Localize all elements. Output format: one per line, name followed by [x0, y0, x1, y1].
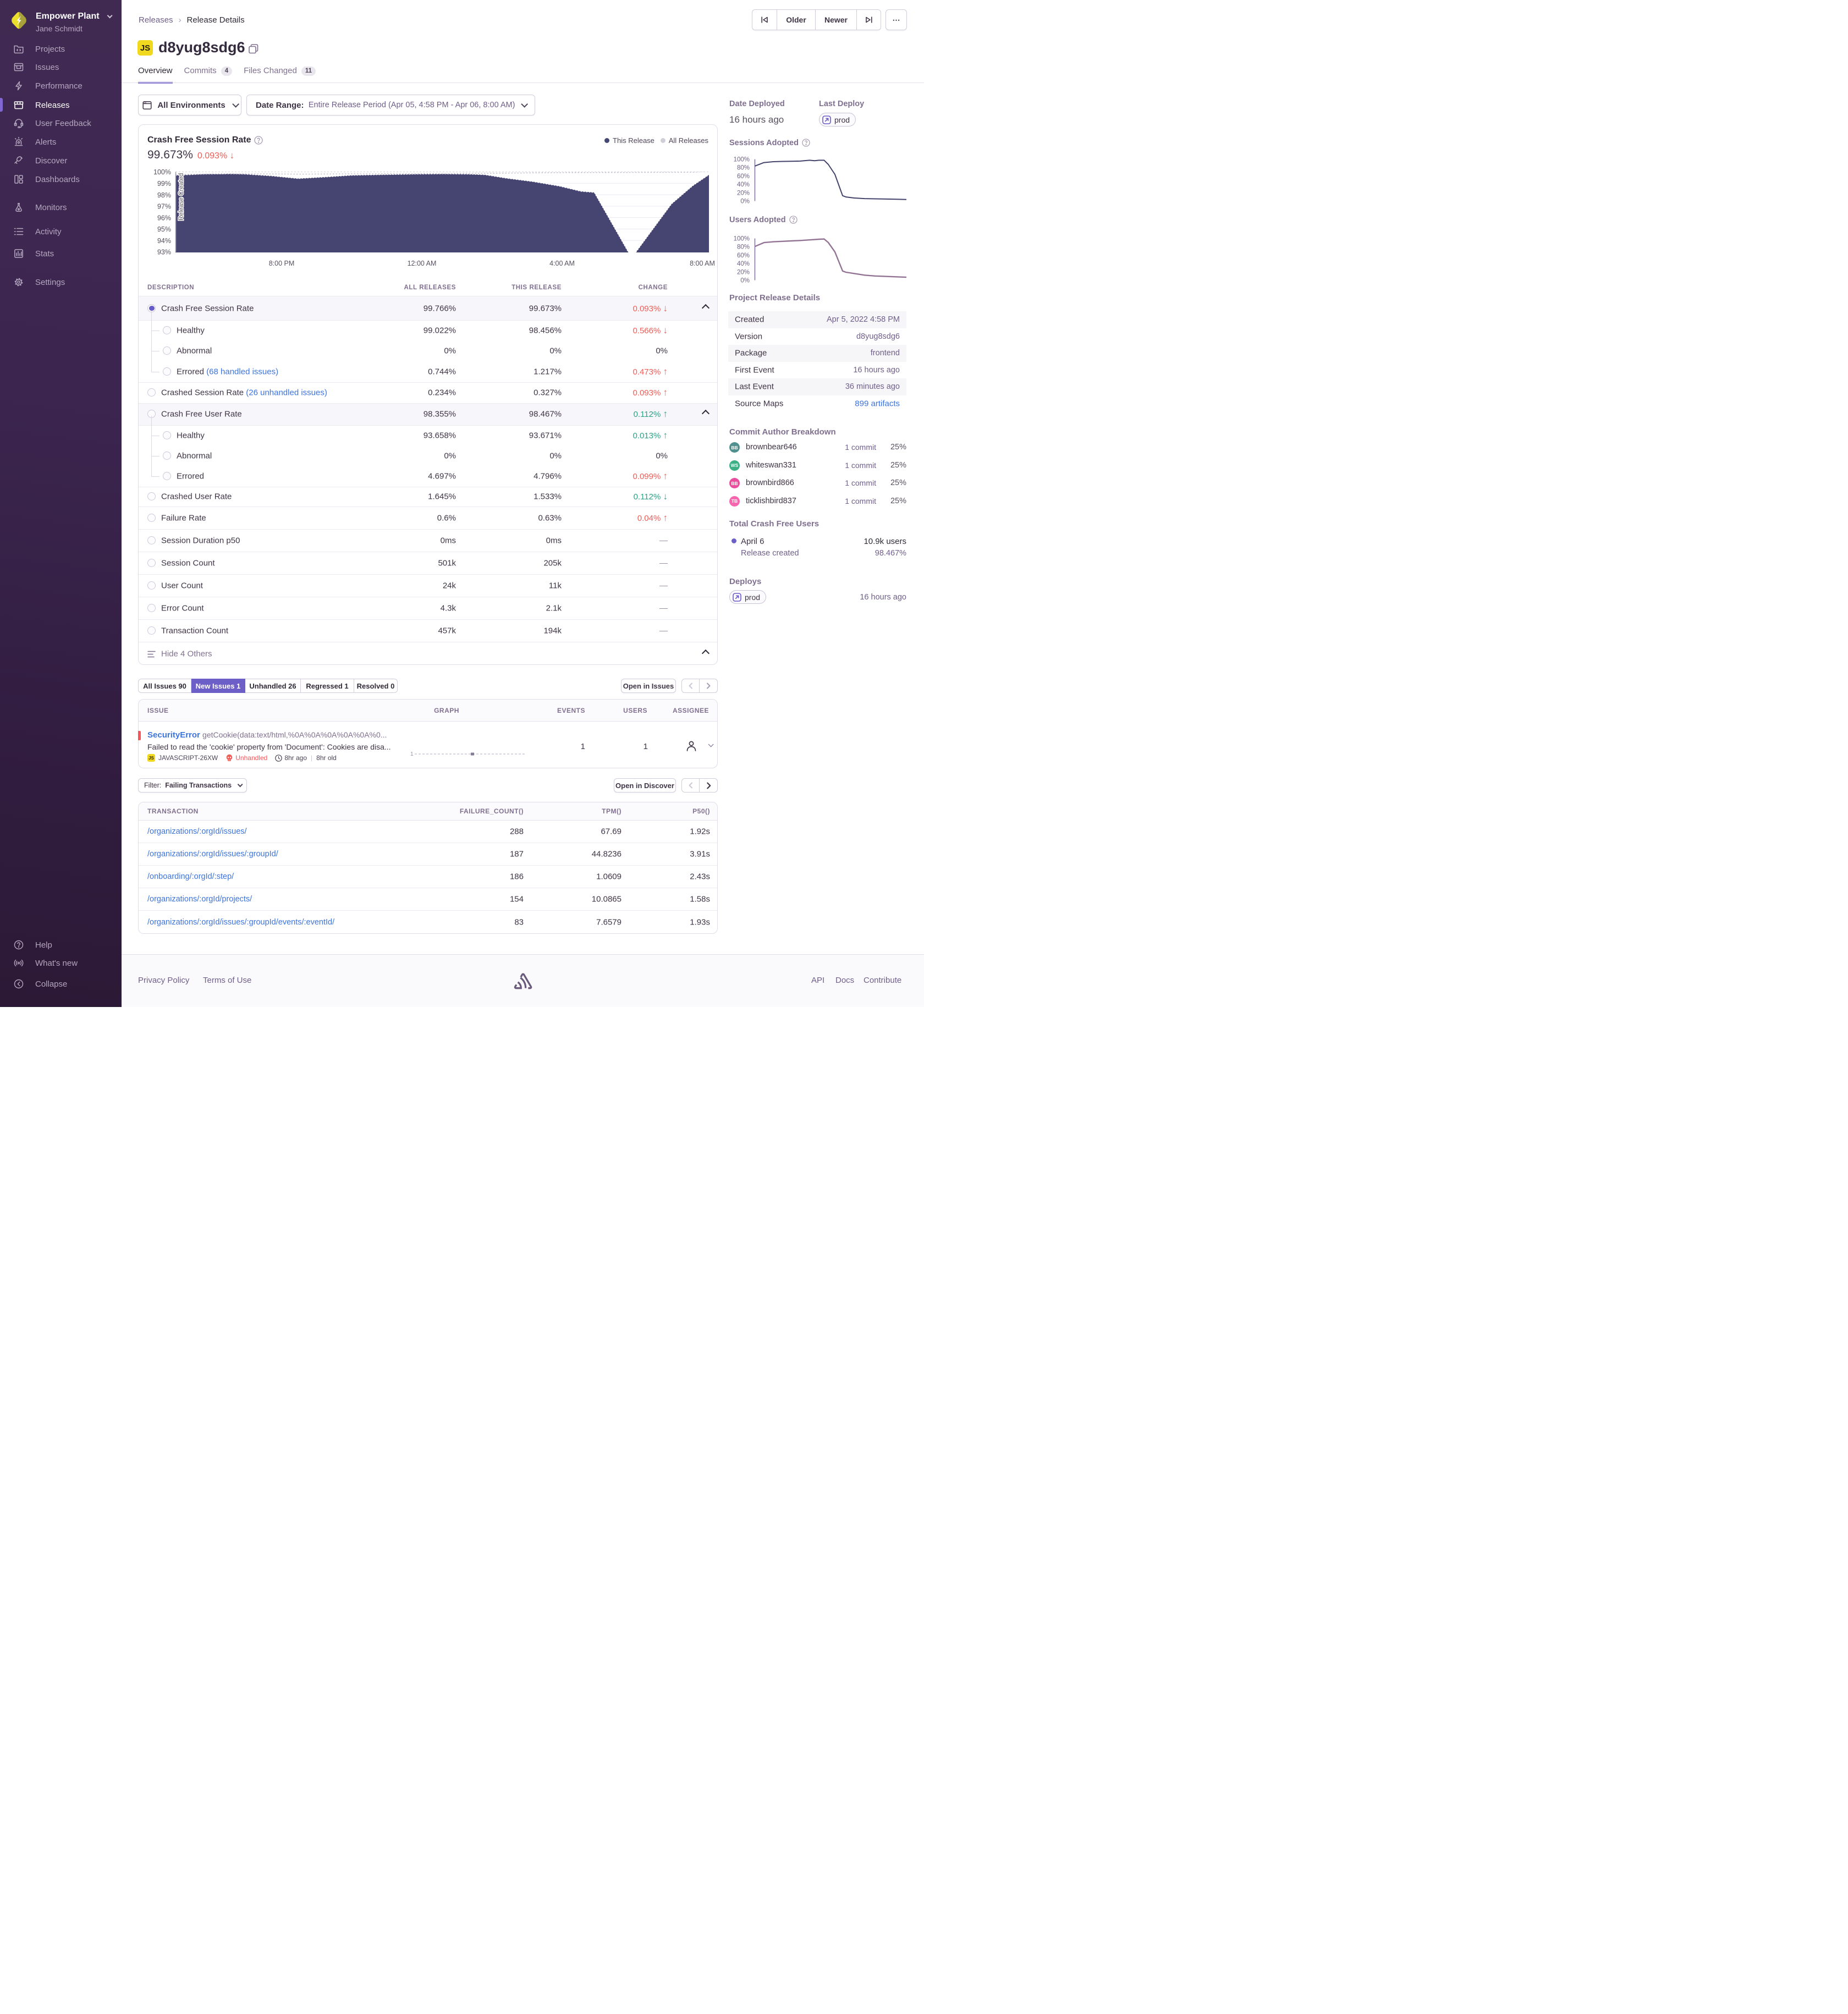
svg-text:95%: 95% — [157, 225, 171, 233]
svg-text:20%: 20% — [737, 269, 750, 276]
svg-text:100%: 100% — [734, 236, 750, 243]
svg-text:0%: 0% — [740, 199, 750, 205]
svg-text:40%: 40% — [737, 261, 750, 267]
svg-text:4:00 AM: 4:00 AM — [549, 260, 575, 267]
svg-text:94%: 94% — [157, 237, 171, 245]
svg-text:60%: 60% — [737, 173, 750, 180]
svg-text:20%: 20% — [737, 190, 750, 196]
svg-text:80%: 80% — [737, 244, 750, 251]
svg-text:12:00 AM: 12:00 AM — [408, 260, 437, 267]
svg-text:93%: 93% — [157, 249, 171, 256]
svg-text:0%: 0% — [740, 278, 750, 284]
svg-text:60%: 60% — [737, 252, 750, 259]
svg-text:Release Created: Release Created — [178, 173, 185, 221]
svg-text:8:00 PM: 8:00 PM — [269, 260, 295, 267]
svg-text:80%: 80% — [737, 165, 750, 172]
svg-text:96%: 96% — [157, 214, 171, 222]
svg-text:8:00 AM: 8:00 AM — [690, 260, 715, 267]
svg-text:40%: 40% — [737, 181, 750, 188]
svg-text:97%: 97% — [157, 203, 171, 211]
svg-text:100%: 100% — [734, 157, 750, 163]
svg-text:100%: 100% — [153, 169, 171, 176]
svg-text:99%: 99% — [157, 180, 171, 188]
svg-text:98%: 98% — [157, 191, 171, 199]
